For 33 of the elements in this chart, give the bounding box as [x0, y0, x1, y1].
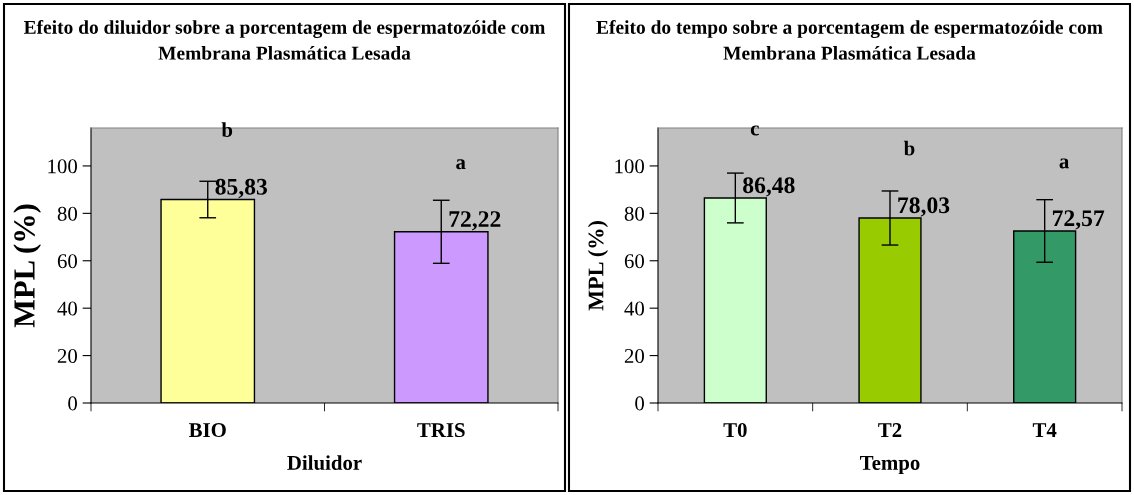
y-tick-label: 80: [57, 206, 78, 221]
x-tick-label: T0: [723, 423, 747, 438]
x-tick-label: T2: [878, 423, 902, 437]
y-axis-title: MPL (%): [13, 204, 41, 328]
annotation: b: [221, 122, 233, 137]
y-tick-label: 60: [57, 254, 78, 269]
data-label: 86,48: [743, 177, 795, 197]
y-tick-label: 0: [68, 396, 78, 411]
y-tick-label: 60: [624, 254, 645, 269]
y-tick-label: 40: [57, 301, 78, 316]
data-label: 78,03: [898, 197, 950, 217]
x-tick-label: TRIS: [417, 423, 465, 438]
y-tick-label: 0: [635, 396, 645, 411]
x-tick-label: BIO: [188, 423, 226, 438]
y-tick-label: 20: [57, 348, 78, 364]
x-tick-label: T4: [1032, 423, 1057, 437]
annotation: a: [1059, 158, 1069, 169]
y-axis-title: MPL (%): [587, 221, 608, 311]
y-tick-label: 100: [48, 159, 78, 174]
y-tick-label: 20: [624, 348, 645, 364]
x-axis-title: Diluidor: [287, 455, 362, 470]
annotation: b: [903, 140, 915, 156]
data-label: 72,22: [449, 211, 501, 231]
data-label: 72,57: [1052, 210, 1105, 230]
annotation: a: [456, 159, 466, 170]
y-tick-label: 80: [624, 206, 645, 221]
chart-title: Efeito do tempo sobre a porcentagem de espermatozóide com Membrana Plasmática Lesada: [596, 20, 1103, 60]
x-axis-title: Tempo: [860, 456, 920, 475]
annotation: c: [750, 125, 759, 136]
y-tick-label: 40: [624, 301, 645, 316]
y-tick-label: 100: [615, 159, 645, 174]
data-label: 85,83: [215, 178, 268, 199]
chart-title: Efeito do diluidor sobre a porcentagem de espermatozóide com Membrana Plasmática Lesada: [23, 20, 546, 60]
